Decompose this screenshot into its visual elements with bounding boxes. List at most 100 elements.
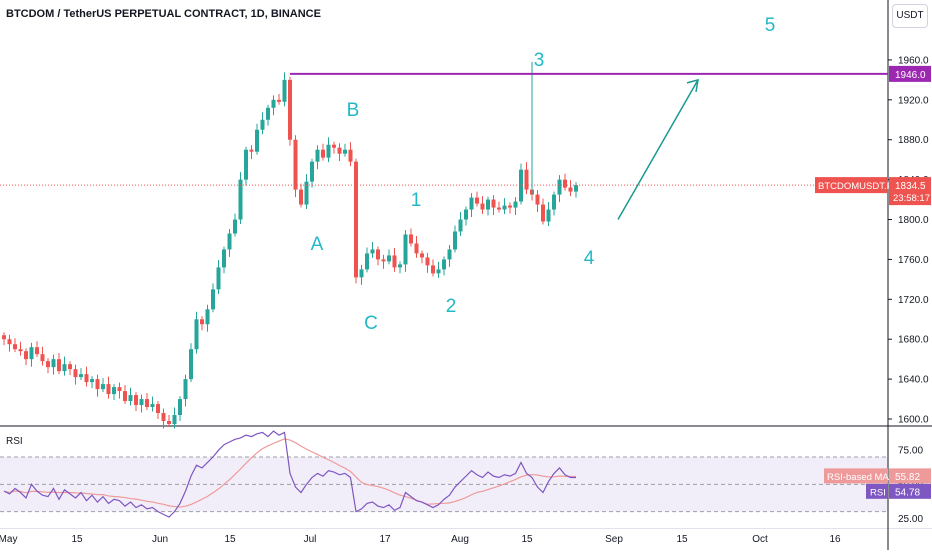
forecast-arrow-head <box>686 78 699 92</box>
candle-body <box>552 194 556 210</box>
candle-body <box>524 169 529 190</box>
candle <box>51 354 56 375</box>
time-axis-label: 15 <box>224 534 236 545</box>
candle-body <box>84 374 89 383</box>
time-axis-label: May <box>0 534 17 545</box>
candle-body <box>568 187 573 192</box>
candle-body <box>381 259 386 262</box>
candle <box>249 145 254 160</box>
candle <box>414 235 419 258</box>
time-axis-label: Jun <box>152 534 168 545</box>
candle <box>29 342 34 367</box>
candle <box>535 190 540 213</box>
candle <box>288 76 292 146</box>
candle <box>508 202 512 214</box>
candle-body <box>420 253 424 258</box>
time-axis-label: 16 <box>829 534 841 545</box>
candle-body <box>414 243 419 254</box>
candle-body <box>431 265 435 274</box>
resistance-price-tag <box>889 65 931 82</box>
candle <box>293 135 298 198</box>
candle <box>304 174 309 210</box>
candle-body <box>35 347 39 355</box>
candle-body <box>497 207 501 210</box>
candle-body <box>458 219 463 232</box>
candle-body <box>387 255 391 262</box>
candle-body <box>57 359 61 372</box>
candle <box>480 196 485 215</box>
candle <box>343 143 347 157</box>
candle-body <box>519 169 523 202</box>
candle <box>178 396 182 422</box>
candle-body <box>24 351 28 360</box>
candle-body <box>106 384 111 395</box>
candle-body <box>79 374 83 378</box>
time-axis-label: Oct <box>752 534 768 545</box>
candle <box>205 304 210 332</box>
candle <box>233 213 237 237</box>
candle <box>502 198 507 215</box>
candle <box>134 392 138 412</box>
candle <box>40 346 45 366</box>
candle-body <box>475 197 479 204</box>
candle <box>563 173 567 191</box>
candle <box>348 142 353 167</box>
price-tick-label: 1800.0 <box>898 215 929 226</box>
candle-body <box>13 344 17 350</box>
candle <box>255 123 259 155</box>
rsi-value-tag <box>889 483 931 499</box>
candle-body <box>117 387 122 392</box>
rsi-pane-title: RSI <box>6 436 23 447</box>
candle-body <box>200 319 204 325</box>
candle-body <box>332 144 336 148</box>
candle <box>447 244 452 267</box>
candle-body <box>233 219 237 234</box>
candle-body <box>7 339 12 345</box>
candle-body <box>249 149 254 152</box>
candle <box>475 191 479 207</box>
time-axis-label: 15 <box>676 534 688 545</box>
candle-body <box>189 349 193 380</box>
candle <box>150 396 155 412</box>
candle-body <box>348 149 353 162</box>
candle <box>24 348 28 366</box>
time-axis-label: 17 <box>379 534 391 545</box>
candle <box>431 259 435 277</box>
candle-body <box>326 144 331 158</box>
rsi-line <box>3 430 576 518</box>
last-price-label: 1834.5 <box>895 181 926 192</box>
candle-body <box>398 264 402 268</box>
candle-body <box>18 349 23 352</box>
candle <box>420 250 424 264</box>
currency-button[interactable]: USDT <box>892 4 928 28</box>
candle <box>68 361 72 376</box>
candle <box>321 143 325 161</box>
candle <box>194 311 199 354</box>
price-tick-label: 1720.0 <box>898 295 929 306</box>
candle <box>227 228 232 257</box>
candle-body <box>337 147 342 154</box>
candle <box>403 229 408 272</box>
candle <box>73 364 78 385</box>
candle <box>282 72 287 107</box>
candle-body <box>541 204 545 222</box>
wave-label-2: 2 <box>446 296 457 317</box>
last-price-tag <box>889 177 931 206</box>
candle-body <box>557 179 562 195</box>
candle-body <box>546 209 551 222</box>
candle-body <box>194 319 199 350</box>
candle-body <box>508 205 512 208</box>
candle <box>156 401 160 420</box>
time-axis-label: 15 <box>521 534 533 545</box>
candle <box>211 283 215 313</box>
candle-body <box>68 364 72 370</box>
candle <box>128 387 133 406</box>
candle <box>392 247 397 272</box>
candle-body <box>464 209 468 220</box>
candle <box>46 358 50 374</box>
rsi-ma-value-tag <box>889 468 931 484</box>
candle <box>271 95 276 116</box>
candle <box>90 376 94 389</box>
candle <box>359 264 364 285</box>
